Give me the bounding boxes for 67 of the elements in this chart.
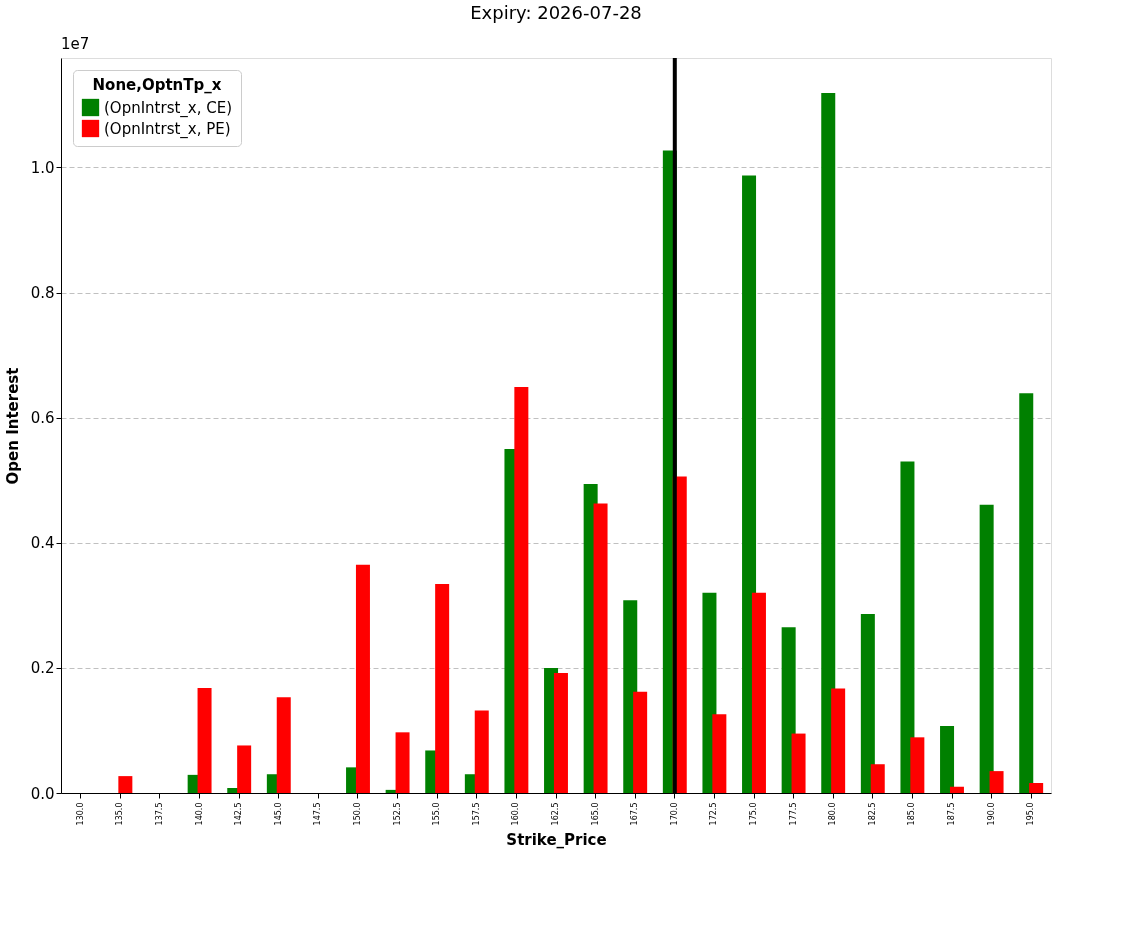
y-tick-label: 1.0 bbox=[30, 158, 55, 177]
x-tick-label: 180.0 bbox=[828, 802, 838, 826]
bar bbox=[751, 592, 766, 793]
bar bbox=[395, 732, 410, 793]
x-tick-label: 145.0 bbox=[273, 802, 283, 826]
y-tick-label: 0.6 bbox=[30, 409, 55, 428]
bar bbox=[949, 786, 964, 793]
bar bbox=[514, 387, 529, 793]
x-tick-label: 175.0 bbox=[749, 802, 758, 826]
x-tick-label: 195.0 bbox=[1026, 802, 1036, 826]
y-tick-label: 0.8 bbox=[30, 284, 55, 303]
bar bbox=[979, 504, 994, 793]
x-tick-label: 130.0 bbox=[75, 802, 85, 826]
bar bbox=[1019, 393, 1034, 793]
x-tick-label: 140.0 bbox=[194, 802, 204, 826]
bar bbox=[831, 688, 846, 793]
x-tick-label: 182.5 bbox=[867, 802, 877, 826]
x-tick-label: 147.5 bbox=[313, 802, 323, 826]
bar bbox=[237, 745, 252, 793]
bar bbox=[118, 776, 133, 793]
bar bbox=[593, 503, 608, 793]
bar bbox=[989, 771, 1004, 793]
x-tick-label: 177.5 bbox=[788, 802, 798, 826]
x-tick-label: 150.0 bbox=[353, 802, 362, 826]
x-tick-label: 135.0 bbox=[115, 802, 125, 826]
x-tick-label: 170.0 bbox=[669, 802, 679, 826]
bar bbox=[821, 93, 836, 793]
x-tick-label: 187.5 bbox=[947, 802, 956, 826]
bar bbox=[781, 627, 796, 793]
x-tick-label: 157.5 bbox=[471, 802, 481, 826]
x-tick-label: 190.0 bbox=[986, 802, 996, 826]
x-tick-label: 160.0 bbox=[511, 802, 521, 826]
bar bbox=[860, 614, 875, 793]
x-tick-label: 142.5 bbox=[234, 802, 244, 826]
bar bbox=[870, 764, 885, 793]
bar bbox=[633, 691, 648, 793]
x-tick-label: 162.5 bbox=[551, 802, 560, 826]
x-tick-label: 137.5 bbox=[155, 802, 164, 826]
bar bbox=[435, 584, 450, 793]
bar bbox=[197, 687, 212, 793]
bar bbox=[474, 710, 489, 793]
x-tick-label: 152.5 bbox=[392, 802, 402, 826]
chart-title: Expiry: 2026-07-28 bbox=[470, 2, 642, 23]
text: 1e7 bbox=[61, 35, 90, 53]
y-tick-label: 0.4 bbox=[30, 534, 55, 553]
y-tick-label: 0.0 bbox=[30, 784, 55, 803]
legend-label: (OpnIntrst_x, CE) bbox=[104, 98, 233, 118]
bar bbox=[712, 714, 727, 793]
x-tick-label: 185.0 bbox=[907, 802, 917, 826]
bar bbox=[276, 697, 291, 793]
bar bbox=[910, 737, 925, 793]
bar bbox=[791, 733, 806, 793]
legend-title: None,OptnTp_x bbox=[92, 76, 222, 94]
x-axis-title: Strike_Price bbox=[506, 831, 607, 850]
bar bbox=[900, 461, 915, 793]
y-axis-title: Open Interest bbox=[3, 367, 22, 485]
bar bbox=[553, 672, 568, 793]
x-tick-label: 167.5 bbox=[630, 802, 640, 826]
bar bbox=[940, 726, 955, 793]
bar bbox=[355, 564, 370, 793]
bar bbox=[1029, 782, 1044, 793]
legend-label: (OpnIntrst_x, PE) bbox=[104, 119, 231, 139]
bar bbox=[742, 175, 757, 793]
x-tick-label: 165.0 bbox=[590, 802, 600, 826]
x-tick-label: 172.5 bbox=[709, 802, 719, 826]
x-tick-label: 155.0 bbox=[432, 802, 442, 826]
y-tick-label: 0.2 bbox=[30, 659, 55, 678]
